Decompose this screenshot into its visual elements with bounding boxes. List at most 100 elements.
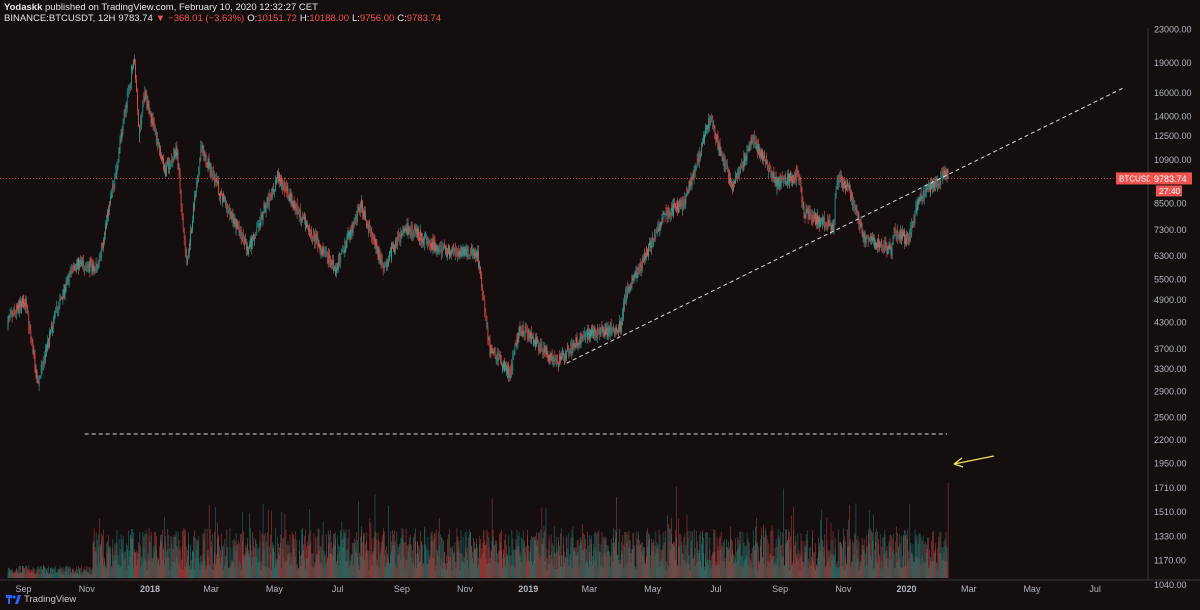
candle-body — [776, 178, 778, 190]
candle-body — [801, 189, 803, 202]
candle-body — [793, 178, 794, 180]
candle-body — [437, 250, 439, 251]
volume-bar — [44, 567, 45, 578]
volume-bar — [863, 549, 865, 578]
candle-body — [508, 365, 509, 379]
candle-body — [431, 242, 433, 250]
volume-bar — [732, 550, 733, 578]
candle-body — [202, 152, 204, 153]
candle-body — [88, 263, 90, 272]
candle-body — [358, 206, 359, 211]
volume-bar — [328, 543, 329, 578]
volume-bar — [554, 569, 556, 578]
volume-bar — [77, 569, 78, 578]
volume-bar — [405, 559, 407, 578]
candle-body — [819, 219, 820, 227]
candle-body — [797, 170, 799, 174]
volume-bar — [686, 514, 688, 578]
volume-bar — [214, 552, 215, 578]
volume-bar — [729, 562, 730, 578]
candle-body — [627, 286, 629, 293]
volume-bar — [751, 547, 753, 578]
volume-bar — [724, 567, 726, 578]
volume-bar — [208, 564, 210, 578]
candle-body — [139, 127, 141, 138]
candle-body — [359, 210, 360, 212]
candle-body — [58, 305, 60, 313]
volume-bar — [545, 507, 547, 578]
volume-bar — [312, 567, 314, 578]
candle-body — [157, 139, 158, 146]
volume-bar — [432, 558, 434, 578]
candle-body — [528, 329, 529, 334]
candle-body — [119, 140, 121, 150]
candle-body — [591, 328, 592, 336]
volume-bar — [302, 527, 303, 578]
candle-body — [100, 255, 101, 257]
volume-bar — [827, 562, 829, 578]
candle-body — [353, 221, 355, 225]
candle-body — [268, 193, 270, 202]
candle-body — [823, 216, 825, 223]
candle-body — [17, 304, 18, 309]
volume-bar — [776, 557, 778, 578]
volume-bar — [344, 533, 346, 578]
candle-body — [274, 190, 275, 192]
volume-bar — [575, 555, 577, 578]
volume-bar — [288, 544, 290, 578]
volume-bar — [538, 553, 540, 578]
candle-body — [247, 247, 248, 255]
candle-body — [687, 191, 689, 193]
volume-bar — [184, 566, 186, 578]
candle-body — [579, 333, 581, 340]
volume-bar — [194, 569, 196, 578]
volume-bar — [537, 539, 539, 578]
volume-bar — [46, 570, 47, 578]
candle-body — [291, 201, 293, 204]
candle-body — [536, 338, 537, 344]
volume-bar — [225, 555, 227, 578]
candle-body — [301, 219, 302, 221]
candle-body — [759, 149, 760, 157]
candle-body — [407, 223, 409, 235]
candle-body — [418, 231, 419, 240]
volume-bar — [910, 542, 912, 578]
volume-bar — [48, 565, 49, 578]
candle-body — [187, 256, 188, 264]
volume-bar — [59, 568, 61, 578]
volume-bar — [522, 548, 524, 578]
candle-body — [215, 179, 216, 180]
volume-bar — [530, 539, 531, 578]
volume-bar — [525, 545, 527, 578]
volume-bar — [513, 566, 515, 578]
volume-bar — [220, 563, 221, 578]
volume-bar — [812, 530, 813, 578]
volume-bar — [782, 488, 784, 578]
volume-bar — [449, 560, 450, 578]
candle-body — [524, 328, 526, 329]
volume-bar — [625, 531, 627, 578]
volume-bar — [159, 565, 160, 578]
volume-bar — [778, 538, 780, 578]
volume-bar — [824, 550, 826, 578]
volume-bar — [243, 555, 244, 578]
volume-bar — [546, 558, 548, 578]
candle-body — [317, 244, 319, 247]
candle-body — [238, 232, 240, 234]
volume-bar — [920, 537, 922, 578]
candle-body — [322, 246, 324, 252]
volume-bar — [148, 536, 150, 578]
volume-bar — [102, 535, 103, 578]
candle-body — [615, 328, 616, 334]
volume-bar — [789, 531, 790, 578]
candle-body — [525, 329, 527, 331]
candle-body — [243, 238, 244, 240]
candle-body — [165, 164, 166, 176]
volume-bar — [196, 540, 198, 578]
candle-body — [411, 225, 413, 233]
candle-body — [645, 255, 646, 259]
volume-bar — [239, 563, 241, 578]
candle-body — [202, 145, 204, 153]
volume-bar — [905, 535, 906, 578]
